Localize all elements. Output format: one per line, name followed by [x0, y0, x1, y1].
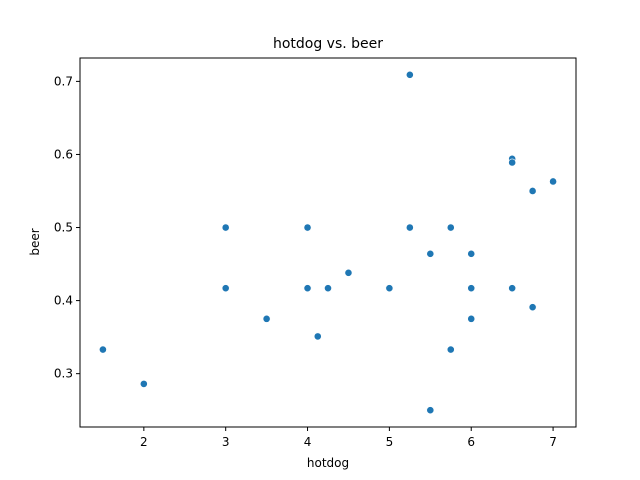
data-point-15: [446, 223, 455, 232]
x-tick-label: 2: [140, 435, 148, 449]
x-axis-ticks: 2 3 4 5 6 7: [140, 427, 557, 449]
data-point-6: [303, 284, 312, 293]
chart-title: hotdog vs. beer: [273, 36, 383, 52]
data-point-18: [467, 284, 476, 293]
y-tick-label: 0.6: [54, 147, 73, 161]
data-point-17: [467, 249, 476, 258]
data-point-19: [467, 314, 476, 323]
data-point-11: [405, 70, 414, 79]
data-point-4: [262, 314, 271, 323]
data-point-12: [405, 223, 414, 232]
data-point-8: [324, 284, 332, 293]
data-point-21: [508, 158, 517, 167]
data-points: [99, 70, 557, 415]
data-point-5: [303, 223, 312, 232]
y-axis-ticks: 0.3 0.4 0.5 0.6 0.7: [54, 74, 80, 381]
data-point-13: [426, 249, 435, 258]
data-point-3: [221, 284, 230, 293]
y-axis-label: beer: [28, 228, 42, 255]
x-tick-label: 6: [467, 435, 475, 449]
x-tick-label: 4: [304, 435, 312, 449]
x-axis-label: hotdog: [307, 456, 349, 470]
data-point-25: [549, 177, 557, 186]
plot-frame: [79, 57, 577, 428]
data-point-10: [385, 284, 394, 293]
y-tick-label: 0.4: [54, 294, 73, 308]
data-point-1: [139, 379, 148, 388]
data-point-7: [313, 332, 322, 341]
data-point-24: [528, 303, 537, 312]
data-point-0: [99, 345, 107, 354]
data-point-22: [508, 284, 517, 293]
x-tick-label: 7: [549, 435, 557, 449]
x-tick-label: 3: [222, 435, 230, 449]
y-tick-label: 0.7: [54, 74, 73, 88]
y-tick-label: 0.5: [54, 221, 73, 235]
data-point-16: [446, 345, 455, 354]
data-point-9: [344, 268, 353, 277]
data-point-14: [426, 406, 435, 415]
y-tick-label: 0.3: [54, 367, 73, 381]
data-point-23: [528, 187, 537, 195]
x-tick-label: 5: [386, 435, 394, 449]
data-point-2: [221, 223, 230, 232]
